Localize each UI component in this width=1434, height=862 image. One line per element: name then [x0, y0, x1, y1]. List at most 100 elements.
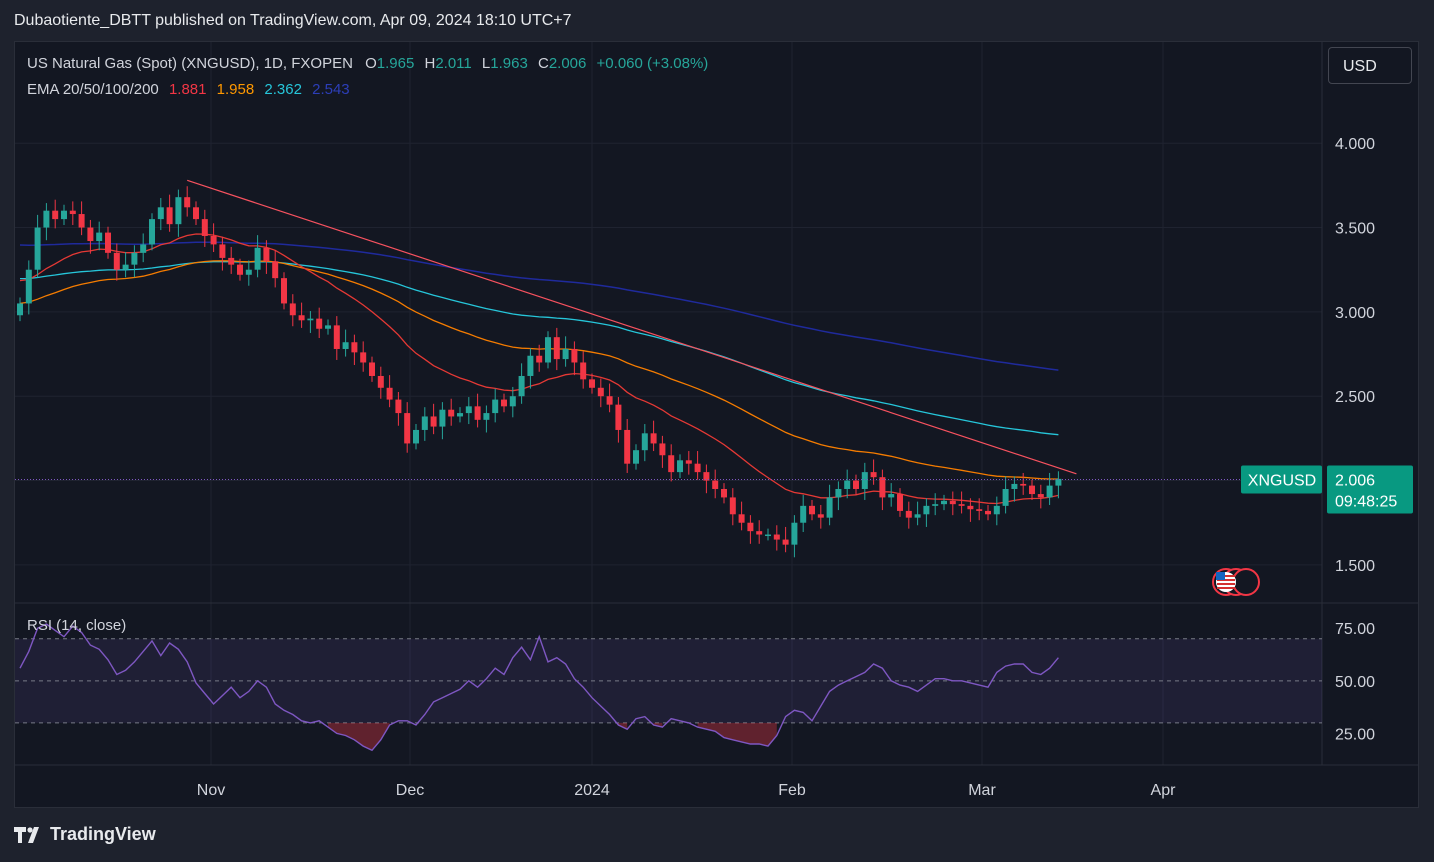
candle-body: [976, 509, 983, 511]
candle-body: [765, 534, 771, 537]
candle-body: [219, 244, 226, 258]
price-tag: [1327, 465, 1413, 514]
candle-body: [281, 278, 287, 304]
time-axis-label: Dec: [396, 782, 424, 799]
candle-body: [439, 409, 446, 427]
rsi-axis-label: 25.00: [1335, 726, 1375, 743]
chart-frame: [14, 41, 1419, 808]
rsi-axis-label: 75.00: [1335, 621, 1375, 638]
rsi-line: [19, 623, 1059, 752]
currency-button[interactable]: USD: [1328, 47, 1412, 84]
price-tag-countdown: 09:48:25: [1335, 494, 1397, 511]
candle-body: [96, 232, 103, 242]
candle-body: [421, 416, 428, 430]
candle-body: [254, 247, 261, 270]
low-label: L: [481, 55, 491, 72]
candle-body: [527, 355, 534, 376]
candle-body: [333, 325, 340, 349]
candle-body: [166, 207, 173, 225]
candle-body: [826, 497, 833, 518]
ema20-value: 1.881: [168, 81, 207, 98]
candle-body: [509, 396, 516, 407]
candle-body: [914, 514, 921, 518]
candle-body: [624, 429, 631, 464]
candle-body: [562, 348, 569, 360]
candle-body: [78, 214, 85, 228]
candle-body: [597, 387, 604, 397]
ema-label: EMA 20/50/100/200: [27, 81, 159, 98]
candle-body: [1020, 483, 1027, 486]
time-axis-label: Nov: [197, 782, 225, 799]
candle-body: [360, 352, 367, 363]
candle-body: [52, 210, 59, 220]
candle-body: [201, 219, 208, 236]
candle-body: [949, 500, 956, 505]
candle-body: [967, 505, 974, 510]
candle-body: [1037, 494, 1044, 498]
candle-body: [61, 210, 67, 220]
ema200-line: [19, 241, 1059, 371]
candle-body: [747, 522, 754, 532]
change-value: +0.060 (+3.08%): [596, 55, 709, 72]
candle-body: [729, 497, 736, 515]
candle-body: [791, 522, 798, 545]
trendline: [187, 179, 1077, 475]
candle-body: [659, 443, 666, 456]
candle-body: [193, 207, 199, 220]
candle-body: [131, 252, 138, 265]
candle-body: [518, 375, 525, 397]
candle-body: [25, 269, 32, 304]
close-label: C: [537, 55, 549, 72]
us-flag-canton: [1216, 572, 1225, 580]
candle-body: [861, 472, 868, 489]
rsi-band: [15, 638, 1322, 723]
candle-body: [897, 494, 903, 511]
candle-body: [571, 348, 578, 363]
symbol-legend: US Natural Gas (Spot) (XNGUSD), 1D, FXOP…: [27, 55, 708, 72]
price-axis-label: 3.500: [1335, 221, 1375, 238]
candle-body: [87, 227, 94, 242]
candle-body: [316, 318, 323, 329]
rsi-oversold-fill: [697, 722, 777, 747]
candle-body: [377, 375, 384, 388]
candle-body: [237, 264, 243, 275]
candle-body: [853, 480, 859, 489]
candle-body: [501, 399, 507, 407]
candle-body: [289, 303, 296, 316]
symbol-tag: [1241, 465, 1322, 494]
candle-body: [122, 264, 129, 270]
candle-body: [34, 227, 41, 270]
candle-body: [932, 504, 939, 506]
candle-body: [958, 504, 965, 506]
candle-body: [677, 460, 683, 473]
rsi-legend: RSI (14, close): [27, 617, 127, 634]
close-value: 2.006: [548, 55, 587, 72]
candle-body: [553, 337, 560, 360]
candle-body: [888, 494, 895, 498]
footer-brand-name: TradingView: [50, 824, 156, 844]
candle-body: [879, 477, 886, 498]
candle-body: [545, 337, 551, 363]
candle-body: [342, 342, 349, 349]
time-axis-label: Mar: [968, 782, 996, 799]
candle-body: [210, 235, 217, 245]
ema-legend: EMA 20/50/100/200 1.881 1.958 2.362 2.54…: [27, 81, 350, 98]
candle-body: [298, 315, 305, 321]
event-flag-icon: [1232, 568, 1260, 596]
candle-body: [809, 505, 815, 515]
candle-body: [844, 480, 851, 489]
candle-body: [325, 325, 331, 329]
time-axis-label: 2024: [574, 782, 610, 799]
price-axis-label: 4.000: [1335, 136, 1375, 153]
candle-body: [536, 355, 543, 363]
publish-header: Dubaotiente_DBTT published on TradingVie…: [14, 12, 572, 29]
candle-body: [157, 207, 164, 220]
price-axis-label: 2.500: [1335, 389, 1375, 406]
candle-body: [580, 362, 587, 380]
candle-body: [923, 505, 930, 515]
candle-body: [386, 387, 393, 400]
high-value: 2.011: [435, 55, 472, 72]
candle-body: [413, 429, 419, 444]
candle-body: [465, 406, 472, 414]
